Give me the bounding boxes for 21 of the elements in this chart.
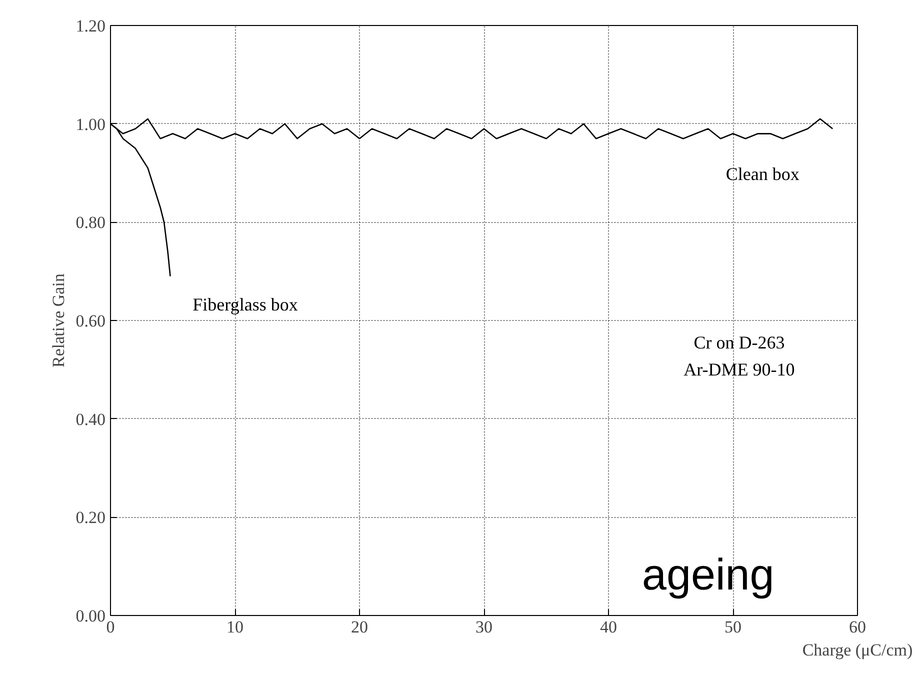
y-tick-label: 0.00 <box>76 606 106 626</box>
series-label: Fiberglass box <box>192 294 298 314</box>
x-tick-label: 0 <box>106 618 115 636</box>
x-tick-label: 60 <box>849 618 866 636</box>
x-tick-label: 50 <box>724 618 742 636</box>
y-tick-label: 0.20 <box>76 508 106 528</box>
y-tick-label: 1.00 <box>76 114 106 134</box>
x-tick-label: 40 <box>600 618 617 636</box>
annotation: ageing <box>642 550 774 600</box>
annotation: Cr on D-263 <box>694 332 785 353</box>
y-tick-label: 0.80 <box>76 213 106 232</box>
y-tick-label: 0.40 <box>76 410 106 429</box>
x-tick-label: 20 <box>351 618 368 636</box>
x-tick-label: 30 <box>476 618 492 636</box>
y-tick-label: 1.20 <box>76 16 106 36</box>
y-axis-title: Relative Gain <box>48 273 68 368</box>
series-label: Clean box <box>726 164 800 184</box>
x-tick-label: 10 <box>226 618 244 636</box>
y-tick-label: 0.60 <box>76 312 106 330</box>
x-axis-title: Charge (μC/cm) <box>802 640 913 660</box>
annotation: Ar-DME 90-10 <box>684 360 795 380</box>
